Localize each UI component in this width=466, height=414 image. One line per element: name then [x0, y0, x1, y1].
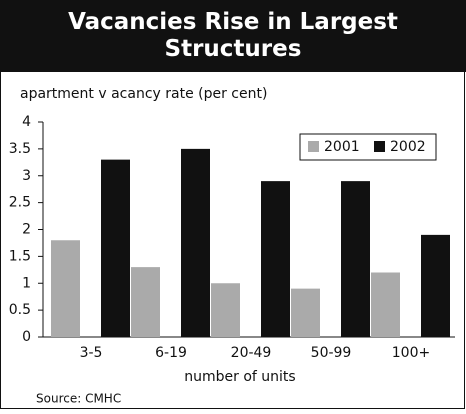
bar	[371, 272, 400, 337]
y-tick-label: 1	[22, 275, 31, 291]
bar	[51, 240, 80, 337]
legend-label: 2001	[324, 139, 360, 155]
bar	[341, 181, 370, 337]
y-tick-label: 3	[22, 168, 31, 184]
legend-label: 2002	[390, 139, 426, 155]
bar	[421, 234, 450, 337]
y-tick-label: 2	[22, 222, 31, 238]
bar	[181, 148, 210, 337]
legend-swatch	[308, 141, 319, 152]
bar	[291, 288, 320, 337]
chart-title: Vacancies Rise in Largest Structures	[68, 9, 398, 62]
y-tick-label: 3.5	[9, 141, 31, 157]
legend-swatch	[374, 141, 385, 152]
x-tick-label: 20-49	[231, 345, 272, 361]
x-tick-label: 100+	[392, 345, 430, 361]
y-tick-label: 1.5	[9, 248, 31, 264]
y-tick-label: 4	[22, 114, 31, 130]
x-tick-label: 3-5	[80, 345, 103, 361]
title-banner	[0, 0, 466, 72]
y-tick-label: 0.5	[9, 302, 31, 318]
x-tick-label: 50-99	[311, 345, 352, 361]
y-tick-label: 2.5	[9, 195, 31, 211]
bar	[261, 181, 290, 337]
x-tick-label: 6-19	[155, 345, 187, 361]
bar	[131, 267, 160, 337]
y-tick-label: 0	[22, 329, 31, 345]
bar	[211, 283, 240, 337]
x-axis-label: number of units	[184, 369, 295, 385]
bar	[101, 159, 130, 337]
source: Source: CMHC	[36, 392, 121, 406]
legend-box	[299, 133, 437, 161]
y-axis-label: apartment v acancy rate (per cent)	[20, 86, 267, 102]
